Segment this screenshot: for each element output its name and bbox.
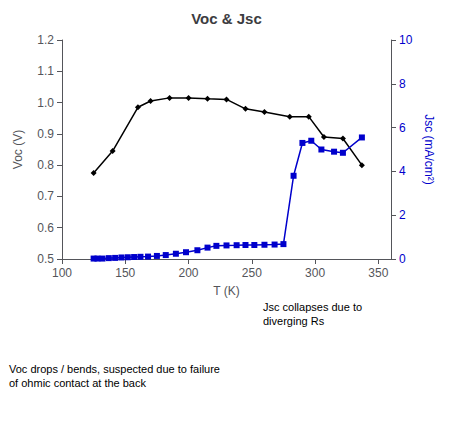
svg-text:1.1: 1.1 — [37, 64, 54, 78]
svg-text:diverging Rs: diverging Rs — [263, 315, 325, 327]
svg-text:Voc & Jsc: Voc & Jsc — [191, 10, 262, 27]
svg-text:0.9: 0.9 — [37, 127, 54, 141]
svg-text:250: 250 — [242, 266, 262, 280]
svg-text:Jsc (mA/cm²): Jsc (mA/cm²) — [422, 114, 436, 185]
svg-text:0.7: 0.7 — [37, 189, 54, 203]
svg-text:4: 4 — [399, 164, 406, 178]
svg-text:0.8: 0.8 — [37, 158, 54, 172]
svg-text:0: 0 — [399, 252, 406, 266]
svg-text:200: 200 — [179, 266, 199, 280]
svg-text:Voc drops / bends, suspected d: Voc drops / bends, suspected due to fail… — [9, 363, 220, 375]
svg-text:6: 6 — [399, 121, 406, 135]
svg-text:1.0: 1.0 — [37, 96, 54, 110]
svg-text:8: 8 — [399, 77, 406, 91]
svg-text:1.2: 1.2 — [37, 33, 54, 47]
svg-text:Jsc collapses due to: Jsc collapses due to — [263, 301, 362, 313]
svg-text:100: 100 — [52, 266, 72, 280]
svg-text:0.6: 0.6 — [37, 221, 54, 235]
svg-text:0.5: 0.5 — [37, 252, 54, 266]
svg-text:T (K): T (K) — [213, 284, 239, 298]
svg-text:Voc (V): Voc (V) — [11, 130, 25, 169]
svg-text:350: 350 — [368, 266, 388, 280]
svg-text:10: 10 — [399, 33, 413, 47]
svg-text:150: 150 — [115, 266, 135, 280]
svg-text:of ohmic contact at the back: of ohmic contact at the back — [9, 377, 146, 389]
svg-text:2: 2 — [399, 208, 406, 222]
svg-text:300: 300 — [305, 266, 325, 280]
